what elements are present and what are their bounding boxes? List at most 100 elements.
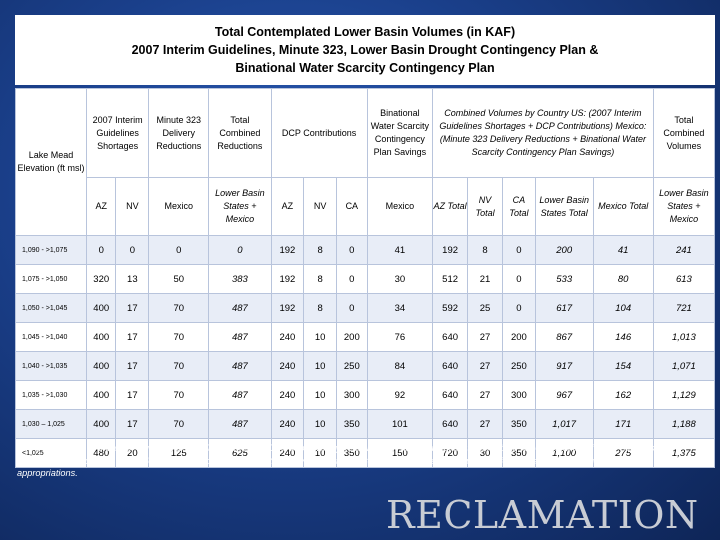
elevation-cell: 1,030 – 1,025 bbox=[15, 409, 87, 439]
value-cell: 867 bbox=[534, 322, 594, 352]
elevation-cell: 1,050 - >1,045 bbox=[15, 293, 87, 323]
value-cell: 200 bbox=[534, 235, 594, 265]
value-cell: 1,188 bbox=[652, 409, 716, 439]
value-cell: 8 bbox=[467, 235, 503, 265]
value-cell: 10 bbox=[303, 351, 338, 381]
value-cell: 240 bbox=[270, 409, 305, 439]
table-row: 1,090 - >1,075 0 0 0 0 192 8 0 41 192 8 0 200 41 241 bbox=[15, 235, 716, 265]
subheader-mexico: Mexico bbox=[148, 177, 210, 236]
value-cell: 350 bbox=[336, 409, 368, 439]
value-cell: 27 bbox=[467, 351, 503, 381]
value-cell: 17 bbox=[115, 293, 150, 323]
subheader-ca-total: CA Total bbox=[502, 177, 536, 236]
volumes-table-wrap: Lake Mead Elevation (ft msl) 2007 Interi… bbox=[15, 88, 716, 468]
value-cell: 10 bbox=[303, 380, 338, 410]
value-cell: 640 bbox=[432, 409, 469, 439]
value-cell: 0 bbox=[502, 293, 536, 323]
subheader-lb-total: Lower Basin States Total bbox=[534, 177, 594, 236]
value-cell: 0 bbox=[85, 235, 117, 265]
value-cell: 400 bbox=[85, 293, 117, 323]
subheader-mexico-total: Mexico Total bbox=[592, 177, 654, 236]
value-cell: 192 bbox=[270, 235, 305, 265]
value-cell: 70 bbox=[148, 380, 210, 410]
value-cell: 1,013 bbox=[652, 322, 716, 352]
value-cell: 1,100 bbox=[534, 438, 594, 468]
title-line-1: Total Contemplated Lower Basin Volumes (… bbox=[214, 25, 516, 39]
value-cell: 8 bbox=[303, 264, 338, 294]
table-row: 1,045 - >1,040 400 17 70 487 240 10 200 76 640 27 2… bbox=[15, 322, 716, 352]
elevation-cell: <1,025 bbox=[15, 438, 87, 468]
value-cell: 17 bbox=[115, 380, 150, 410]
value-cell: 70 bbox=[148, 322, 210, 352]
value-cell: 0 bbox=[115, 235, 150, 265]
value-cell: 20 bbox=[115, 438, 150, 468]
value-cell: 192 bbox=[270, 293, 305, 323]
value-cell: 0 bbox=[336, 264, 368, 294]
subheader-nv: NV bbox=[115, 177, 150, 236]
value-cell: 192 bbox=[270, 264, 305, 294]
table-row: 1,050 - >1,045 400 17 70 487 192 8 0 34 592 25 0 617… bbox=[15, 293, 716, 323]
subheader-az-total: AZ Total bbox=[432, 177, 469, 236]
subheader-dcp-ca: CA bbox=[336, 177, 368, 236]
value-cell: 400 bbox=[85, 409, 117, 439]
value-cell: 17 bbox=[115, 409, 150, 439]
value-cell: 625 bbox=[208, 438, 272, 468]
footnote: The US will work to create or conserve 1… bbox=[17, 443, 655, 478]
value-cell: 350 bbox=[502, 409, 536, 439]
subheader-nv-total: NV Total bbox=[467, 177, 503, 236]
value-cell: 0 bbox=[502, 264, 536, 294]
value-cell: 10 bbox=[303, 322, 338, 352]
value-cell: 512 bbox=[432, 264, 469, 294]
value-cell: 13 bbox=[115, 264, 150, 294]
value-cell: 300 bbox=[502, 380, 536, 410]
value-cell: 320 bbox=[85, 264, 117, 294]
header-binational-savings: Binational Water Scarcity Contingency Pl… bbox=[366, 88, 434, 178]
value-cell: 487 bbox=[208, 351, 272, 381]
value-cell: 8 bbox=[303, 235, 338, 265]
value-cell: 250 bbox=[502, 351, 536, 381]
value-cell: 10 bbox=[303, 409, 338, 439]
value-cell: 613 bbox=[652, 264, 716, 294]
value-cell: 146 bbox=[592, 322, 654, 352]
value-cell: 125 bbox=[148, 438, 210, 468]
value-cell: 80 bbox=[592, 264, 654, 294]
value-cell: 240 bbox=[270, 322, 305, 352]
subheader-dcp-nv: NV bbox=[303, 177, 338, 236]
elevation-cell: 1,045 - >1,040 bbox=[15, 322, 87, 352]
value-cell: 200 bbox=[336, 322, 368, 352]
value-cell: 0 bbox=[336, 293, 368, 323]
value-cell: 592 bbox=[432, 293, 469, 323]
value-cell: 1,375 bbox=[652, 438, 716, 468]
value-cell: 350 bbox=[502, 438, 536, 468]
value-cell: 25 bbox=[467, 293, 503, 323]
value-cell: 192 bbox=[432, 235, 469, 265]
value-cell: 8 bbox=[303, 293, 338, 323]
table-body: 1,090 - >1,075 0 0 0 0 192 8 0 41 192 8 0 200 41 241 1,… bbox=[15, 235, 716, 468]
subheader-dcp-az: AZ bbox=[270, 177, 305, 236]
value-cell: 1,071 bbox=[652, 351, 716, 381]
value-cell: 27 bbox=[467, 409, 503, 439]
value-cell: 200 bbox=[502, 322, 536, 352]
value-cell: 640 bbox=[432, 351, 469, 381]
header-lake-mead-elevation: Lake Mead Elevation (ft msl) bbox=[15, 88, 87, 236]
header-total-combined-volumes: Total Combined Volumes bbox=[652, 88, 716, 178]
value-cell: 383 bbox=[208, 264, 272, 294]
value-cell: 150 bbox=[366, 438, 434, 468]
subheader-lb-mexico: Lower Basin States + Mexico bbox=[208, 177, 272, 236]
elevation-cell: 1,090 - >1,075 bbox=[15, 235, 87, 265]
reclamation-logo: RECLAMATION bbox=[386, 493, 699, 537]
value-cell: 104 bbox=[592, 293, 654, 323]
value-cell: 70 bbox=[148, 293, 210, 323]
subheader-bin-mexico: Mexico bbox=[366, 177, 434, 236]
value-cell: 17 bbox=[115, 351, 150, 381]
value-cell: 250 bbox=[336, 351, 368, 381]
value-cell: 30 bbox=[366, 264, 434, 294]
value-cell: 300 bbox=[336, 380, 368, 410]
value-cell: 240 bbox=[270, 380, 305, 410]
value-cell: 41 bbox=[366, 235, 434, 265]
table-row: <1,025 480 20 125 625 240 10 350 150 720 30 350 1,10… bbox=[15, 438, 716, 468]
value-cell: 162 bbox=[592, 380, 654, 410]
value-cell: 487 bbox=[208, 409, 272, 439]
volumes-table: Lake Mead Elevation (ft msl) 2007 Interi… bbox=[15, 88, 716, 468]
value-cell: 400 bbox=[85, 351, 117, 381]
